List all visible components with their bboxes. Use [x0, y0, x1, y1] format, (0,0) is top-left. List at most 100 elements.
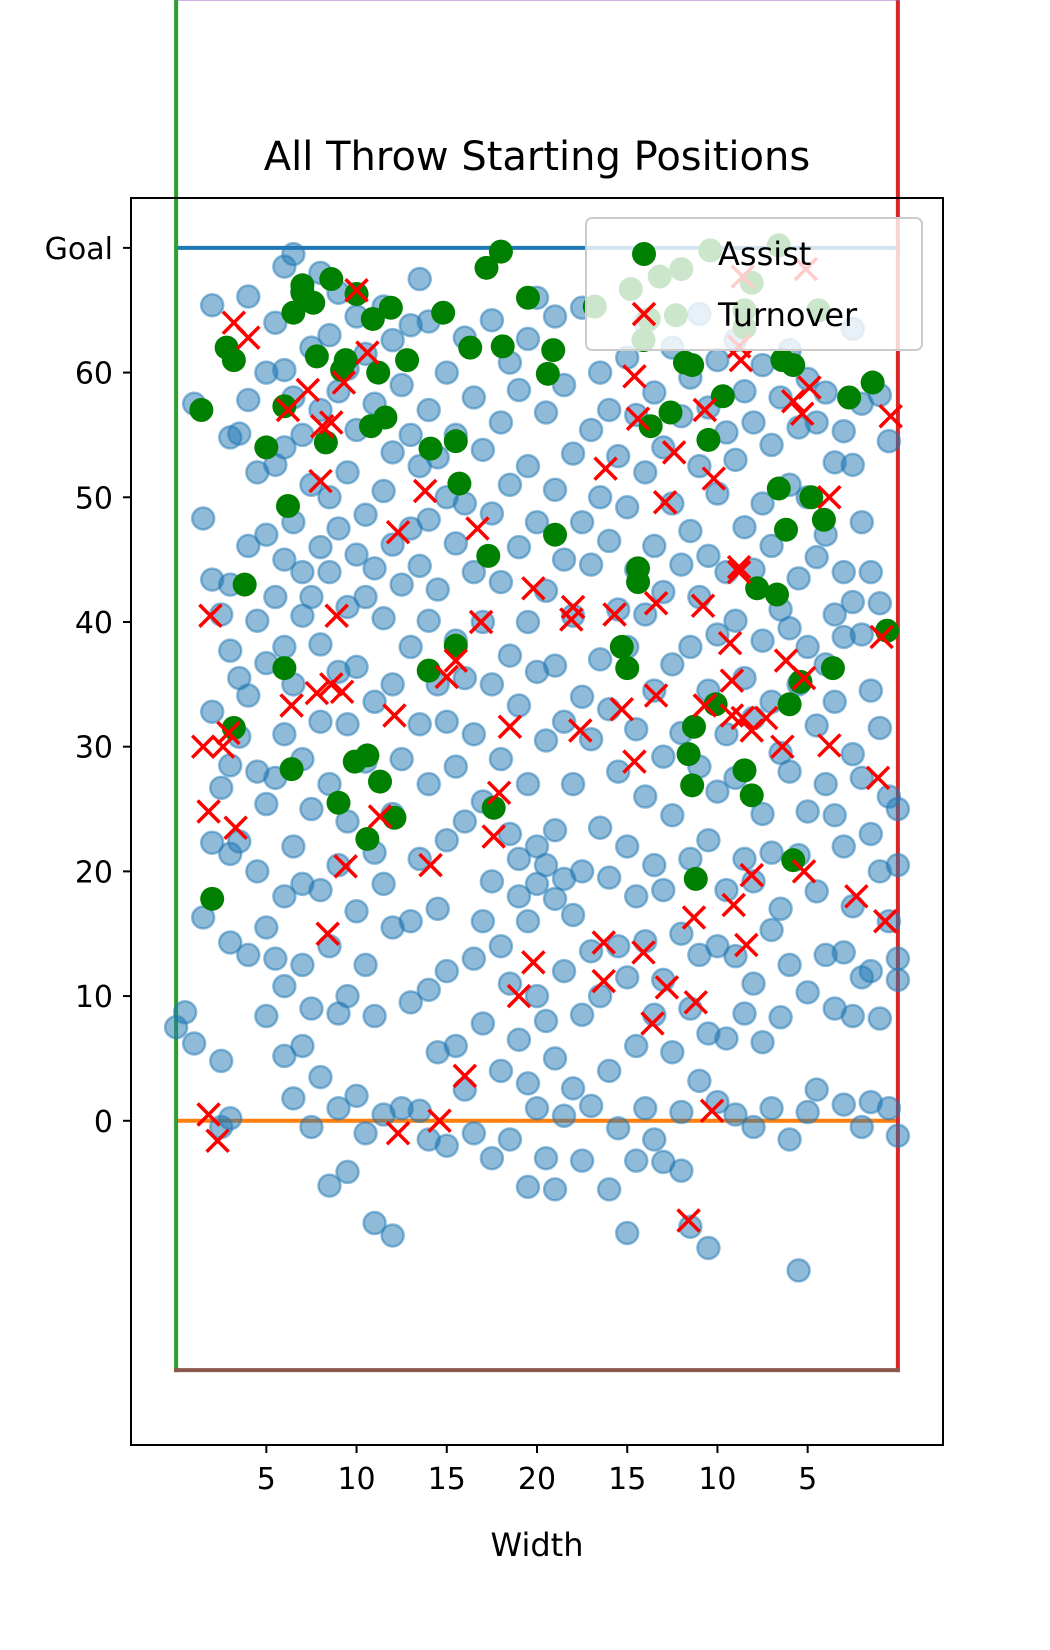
turnover-point — [652, 490, 678, 515]
assist-point — [837, 385, 862, 410]
throw-point — [407, 553, 432, 579]
throw-point — [759, 840, 784, 865]
throw-point — [208, 775, 234, 801]
turnover-point — [797, 375, 822, 400]
throw-point — [723, 447, 748, 473]
throw-point — [578, 552, 604, 577]
throw-point — [317, 1173, 342, 1198]
throw-point — [371, 478, 396, 504]
throw-point — [596, 397, 622, 423]
throw-point — [416, 771, 441, 797]
throw-point — [560, 441, 586, 466]
turnover-point — [643, 591, 669, 616]
throw-point — [732, 514, 757, 540]
throw-point — [479, 1145, 505, 1171]
throw-point — [804, 1077, 829, 1102]
throw-point — [497, 1127, 523, 1152]
throw-point — [723, 608, 748, 633]
turnover-point — [412, 478, 438, 504]
assist-point — [254, 435, 279, 460]
throw-point — [479, 869, 505, 894]
throw-point — [633, 460, 658, 485]
throw-point — [245, 608, 270, 633]
throw-point — [642, 533, 667, 559]
throw-point — [795, 1099, 820, 1125]
turnover-point — [770, 734, 795, 759]
throw-point — [696, 1235, 721, 1261]
throw-point — [461, 946, 487, 971]
throw-point — [272, 973, 297, 999]
throw-point — [506, 377, 532, 403]
turnover-point — [622, 364, 647, 389]
throw-point — [317, 559, 342, 585]
assist-point — [301, 290, 326, 315]
assist-point — [431, 300, 456, 325]
throw-point — [308, 534, 333, 560]
x-tick-label: 15 — [428, 1462, 466, 1497]
throw-point — [623, 884, 649, 909]
turnover-point — [692, 397, 718, 423]
assist-point — [745, 576, 770, 601]
throw-point — [470, 909, 496, 934]
turnover-point — [593, 456, 618, 481]
throw-point — [515, 1071, 541, 1096]
turnover-point — [560, 594, 586, 620]
throw-point — [425, 577, 451, 602]
throw-point — [885, 796, 911, 822]
legend-assist-marker — [632, 242, 656, 266]
throw-point — [642, 852, 667, 878]
throw-point — [732, 1001, 757, 1026]
throw-point — [290, 422, 315, 448]
throw-point — [425, 896, 451, 922]
throw-point — [515, 909, 541, 934]
throw-point — [569, 1148, 595, 1173]
assist-point — [696, 427, 721, 452]
turnover-point — [622, 749, 647, 774]
assist-point — [290, 273, 315, 298]
turnover-point — [844, 884, 869, 909]
turnover-point — [427, 1108, 452, 1134]
throw-point — [227, 421, 252, 446]
throw-point — [407, 846, 432, 872]
throw-point — [651, 435, 676, 460]
throw-point — [236, 387, 261, 413]
turnover-point — [690, 593, 716, 619]
throw-point — [768, 896, 793, 922]
turnover-point — [210, 734, 236, 759]
assist-point — [820, 656, 845, 681]
turnover-point — [719, 668, 745, 693]
throw-point — [515, 326, 541, 352]
throw-point — [254, 522, 279, 547]
throw-point — [407, 1098, 432, 1124]
throw-point — [786, 566, 811, 591]
legend-turnover-label: Turnover — [717, 296, 858, 334]
throw-point — [398, 990, 423, 1015]
throw-point — [506, 693, 532, 718]
throw-point — [389, 572, 414, 597]
throw-point — [172, 1000, 198, 1025]
throw-point — [344, 654, 369, 680]
throw-point — [831, 1092, 857, 1117]
turnover-point — [873, 909, 898, 934]
assist-point — [368, 769, 393, 794]
assist-point — [447, 471, 472, 496]
assist-point — [355, 826, 380, 851]
throw-point — [587, 360, 613, 385]
throw-point — [254, 915, 279, 940]
throw-point — [416, 397, 441, 423]
throw-point — [840, 589, 866, 615]
throw-point — [199, 830, 225, 855]
throw-point — [308, 1064, 333, 1090]
throw-point — [497, 643, 523, 668]
assist-point — [474, 255, 499, 280]
y-axis-ticks: 0 10 20 30 40 50 60 Goal — [45, 232, 131, 1140]
turnover-point — [385, 519, 411, 545]
throw-point — [795, 980, 820, 1005]
throw-point — [651, 744, 676, 769]
throw-point — [768, 1005, 793, 1030]
throw-point — [642, 380, 667, 405]
throw-point — [236, 683, 261, 708]
throw-point — [353, 502, 378, 527]
throw-point — [290, 952, 315, 978]
throw-point — [596, 865, 622, 890]
